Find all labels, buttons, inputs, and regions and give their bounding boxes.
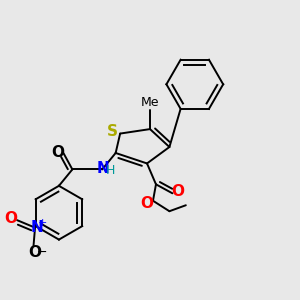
Text: O: O [171, 184, 184, 199]
Text: O: O [52, 145, 64, 160]
Text: N: N [30, 220, 43, 235]
Text: O: O [4, 211, 18, 226]
Text: H: H [106, 164, 115, 177]
Text: S: S [107, 124, 118, 139]
Text: O: O [140, 196, 154, 211]
Text: −: − [37, 246, 47, 259]
Text: +: + [38, 218, 47, 228]
Text: N: N [97, 161, 110, 176]
Text: Me: Me [141, 96, 159, 109]
Text: O: O [28, 244, 41, 260]
